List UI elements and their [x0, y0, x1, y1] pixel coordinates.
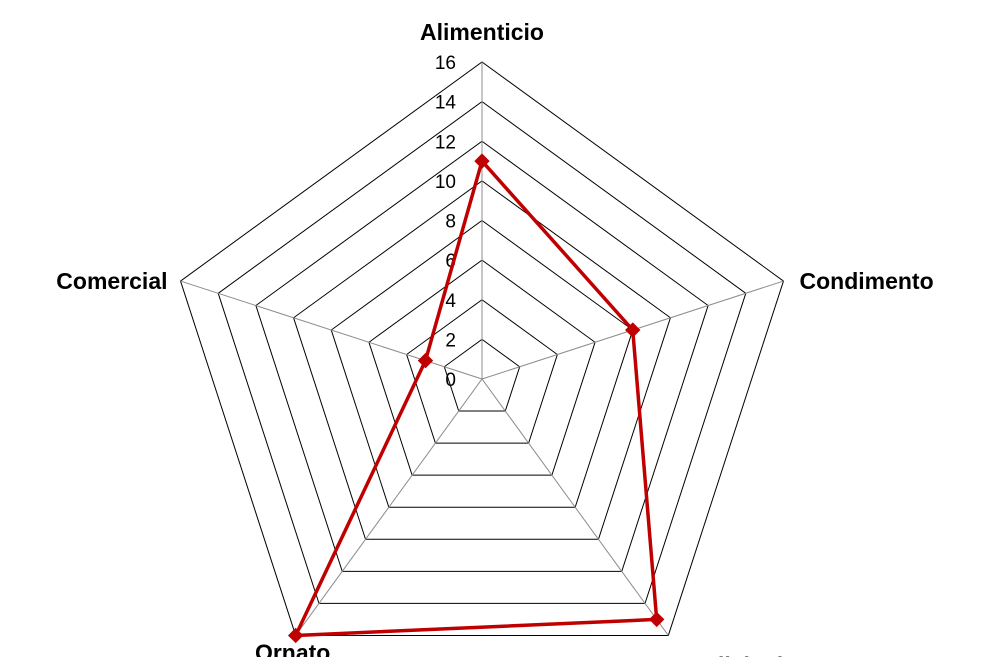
tick-label-6: 6 — [445, 251, 456, 272]
grid-ring-16 — [179, 61, 785, 636]
grid-ring-2 — [443, 338, 521, 412]
tick-label-14: 14 — [435, 93, 457, 114]
series-line — [293, 159, 659, 638]
spoke-ornato — [295, 378, 483, 636]
category-label-comercial: Comercial — [56, 268, 167, 294]
grid-ring-12 — [255, 140, 709, 572]
grid-ring-6 — [368, 259, 596, 476]
data-point-comercial — [417, 352, 434, 369]
tick-label-layer: 0 2 4 6 8 10 12 14 16 — [435, 53, 457, 391]
tick-label-4: 4 — [445, 291, 456, 312]
grid-ring-8 — [330, 219, 634, 508]
category-label-layer: Alimenticio Condimento Medicinal Ornato Come… — [56, 19, 933, 657]
series-layer — [287, 153, 665, 644]
tick-label-16: 16 — [435, 53, 456, 74]
spoke-layer — [180, 62, 784, 636]
grid-ring-14 — [217, 101, 747, 604]
tick-label-2: 2 — [445, 330, 456, 351]
grid-ring-4 — [406, 299, 558, 444]
data-point-medicinal — [648, 611, 665, 628]
grid-ring-10 — [292, 180, 672, 540]
tick-label-0: 0 — [445, 370, 456, 391]
data-point-alimenticio — [474, 153, 490, 169]
data-point-condimento — [625, 322, 641, 338]
spoke-comercial — [180, 280, 483, 380]
category-label-alimenticio: Alimenticio — [420, 19, 544, 45]
data-point-ornato — [287, 627, 304, 644]
tick-label-10: 10 — [435, 172, 456, 193]
grid-layer — [179, 61, 785, 636]
category-label-medicinal: Medicinal — [678, 652, 783, 657]
tick-label-12: 12 — [435, 132, 456, 153]
category-label-ornato: Ornato — [255, 639, 330, 657]
spoke-medicinal — [481, 378, 669, 636]
tick-label-8: 8 — [445, 212, 456, 233]
category-label-condimento: Condimento — [799, 268, 933, 294]
